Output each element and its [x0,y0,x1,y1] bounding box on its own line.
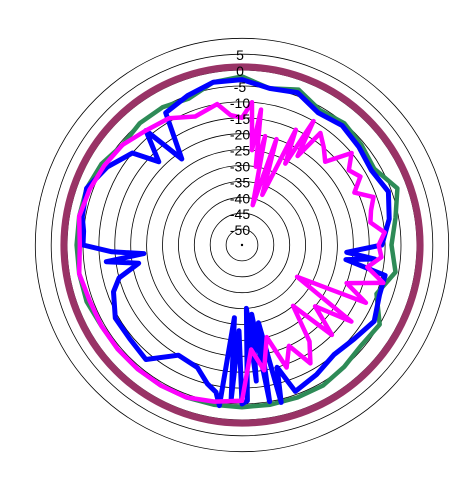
radial-tick-label: -30 [230,159,250,175]
radial-tick-labels: 50-5-10-15-20-25-30-35-40-45-50 [230,47,250,238]
center-dot [240,243,244,247]
radial-tick-label: -25 [230,143,250,159]
radial-tick-label: -40 [230,190,250,206]
radial-tick-label: 5 [236,47,244,63]
radial-tick-label: 0 [236,63,244,79]
series-0-line [60,63,424,427]
grid-ring-10 [209,212,275,278]
series-layer [60,63,424,427]
radial-tick-label: -15 [230,111,250,127]
radial-tick-label: -45 [230,206,250,222]
grid-ring-0 [50,53,434,437]
radial-tick-label: -35 [230,174,250,190]
radial-tick-label: -10 [230,95,250,111]
series-3-line [76,99,387,404]
grid-ring-8 [177,180,306,309]
series-1-line [74,74,400,410]
grid-ring-6 [146,149,338,341]
grid-ring-7 [162,165,322,325]
grid-ring-9 [193,196,291,294]
radial-tick-label: -20 [230,127,250,143]
outer-ring [34,37,450,453]
grid-ring-11 [225,228,259,262]
radial-tick-label: -5 [234,79,247,95]
radial-tick-label: -50 [230,222,250,238]
